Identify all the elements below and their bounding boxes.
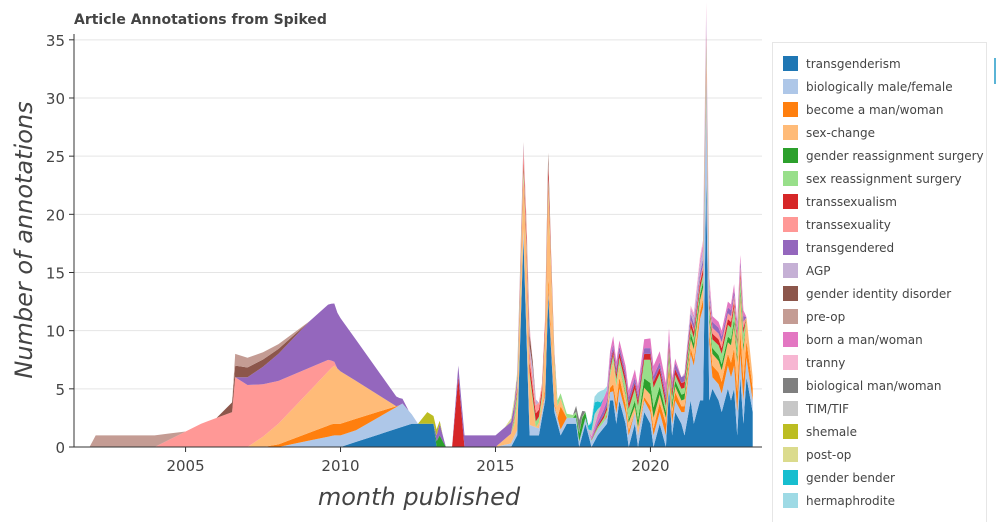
legend-item-pre-op[interactable]: pre-op bbox=[783, 305, 845, 328]
y-tick-label: 10 bbox=[46, 323, 65, 341]
legend-swatch bbox=[783, 240, 798, 255]
legend-swatch bbox=[783, 148, 798, 163]
legend-swatch bbox=[783, 194, 798, 209]
legend-item-biologically-male-female[interactable]: biologically male/female bbox=[783, 75, 953, 98]
legend-label: biologically male/female bbox=[806, 79, 953, 94]
x-tick-label: 2005 bbox=[166, 457, 204, 475]
legend-item-transgenderism[interactable]: transgenderism bbox=[783, 52, 901, 75]
legend-swatch bbox=[783, 470, 798, 485]
y-tick-label: 0 bbox=[55, 439, 65, 457]
legend-swatch bbox=[783, 102, 798, 117]
legend-label: tranny bbox=[806, 355, 846, 370]
legend-label: hermaphrodite bbox=[806, 493, 896, 508]
area-transsexualism bbox=[89, 34, 753, 447]
legend-swatch bbox=[783, 332, 798, 347]
legend: transgenderism biologically male/female be… bbox=[772, 42, 987, 522]
legend-label: post-op bbox=[806, 447, 852, 462]
legend-swatch bbox=[783, 125, 798, 140]
legend-item-transsexualism[interactable]: transsexualism bbox=[783, 190, 897, 213]
y-tick-label: 15 bbox=[46, 264, 65, 282]
x-tick-label: 2015 bbox=[476, 457, 514, 475]
legend-label: sex-change bbox=[806, 125, 876, 140]
y-tick-label: 20 bbox=[46, 206, 65, 224]
legend-label: transsexuality bbox=[806, 217, 891, 232]
legend-label: AGP bbox=[806, 263, 831, 278]
legend-swatch bbox=[783, 447, 798, 462]
legend-item-agp[interactable]: AGP bbox=[783, 259, 831, 282]
stacked-areas bbox=[89, 2, 753, 448]
legend-item-post-op[interactable]: post-op bbox=[783, 443, 851, 466]
legend-item-sex-change[interactable]: sex-change bbox=[783, 121, 875, 144]
legend-swatch bbox=[783, 217, 798, 232]
legend-item-tim-tif[interactable]: TIM/TIF bbox=[783, 397, 849, 420]
legend-label: shemale bbox=[806, 424, 857, 439]
legend-item-gender-identity-disorder[interactable]: gender identity disorder bbox=[783, 282, 951, 305]
area-sex-reassignment-surgery bbox=[89, 40, 753, 448]
legend-item-gender-reassignment-surgery[interactable]: gender reassignment surgery bbox=[783, 144, 984, 167]
area-biologically-male-female bbox=[89, 74, 753, 447]
y-tick-label: 5 bbox=[55, 381, 65, 399]
legend-label: gender identity disorder bbox=[806, 286, 952, 301]
legend-swatch bbox=[783, 493, 798, 508]
legend-label: biological man/woman bbox=[806, 378, 942, 393]
legend-item-hermaphrodite[interactable]: hermaphrodite bbox=[783, 489, 895, 512]
y-axis-label: Number of annotations bbox=[10, 101, 38, 378]
chart-title: Article Annotations from Spiked bbox=[74, 12, 327, 28]
legend-label: sex reassignment surgery bbox=[806, 171, 962, 186]
legend-label: transsexualism bbox=[806, 194, 897, 209]
axes: 0 5 10 15 20 25 30 35 2005 2010 2015 2020 bbox=[46, 32, 762, 475]
legend-label: transgendered bbox=[806, 240, 895, 255]
y-tick-label: 25 bbox=[46, 148, 65, 166]
legend-label: gender reassignment surgery bbox=[806, 148, 984, 163]
legend-scrollbar[interactable] bbox=[994, 58, 996, 84]
legend-swatch bbox=[783, 56, 798, 71]
legend-item-tranny[interactable]: tranny bbox=[783, 351, 845, 374]
legend-swatch bbox=[783, 378, 798, 393]
legend-swatch bbox=[783, 263, 798, 278]
legend-item-born-a-man-woman[interactable]: born a man/woman bbox=[783, 328, 923, 351]
legend-item-become-a-man-woman[interactable]: become a man/woman bbox=[783, 98, 944, 121]
legend-item-sex-reassignment-surgery[interactable]: sex reassignment surgery bbox=[783, 167, 962, 190]
legend-label: pre-op bbox=[806, 309, 846, 324]
legend-swatch bbox=[783, 355, 798, 370]
legend-label: TIM/TIF bbox=[806, 401, 850, 416]
legend-item-transgendered[interactable]: transgendered bbox=[783, 236, 894, 259]
x-tick-label: 2020 bbox=[631, 457, 669, 475]
legend-item-shemale[interactable]: shemale bbox=[783, 420, 857, 443]
legend-item-transsexuality[interactable]: transsexuality bbox=[783, 213, 891, 236]
legend-label: born a man/woman bbox=[806, 332, 923, 347]
legend-swatch bbox=[783, 79, 798, 94]
legend-item-gender-bender[interactable]: gender bender bbox=[783, 466, 895, 489]
legend-swatch bbox=[783, 286, 798, 301]
legend-label: gender bender bbox=[806, 470, 895, 485]
legend-swatch bbox=[783, 309, 798, 324]
x-axis-label: month published bbox=[318, 483, 521, 511]
legend-swatch bbox=[783, 401, 798, 416]
legend-label: transgenderism bbox=[806, 56, 901, 71]
y-tick-label: 30 bbox=[46, 90, 65, 108]
y-tick-label: 35 bbox=[46, 32, 65, 50]
legend-item-biological-man-woman[interactable]: biological man/woman bbox=[783, 374, 942, 397]
x-tick-label: 2010 bbox=[321, 457, 359, 475]
legend-swatch bbox=[783, 424, 798, 439]
legend-label: become a man/woman bbox=[806, 102, 944, 117]
legend-swatch bbox=[783, 171, 798, 186]
